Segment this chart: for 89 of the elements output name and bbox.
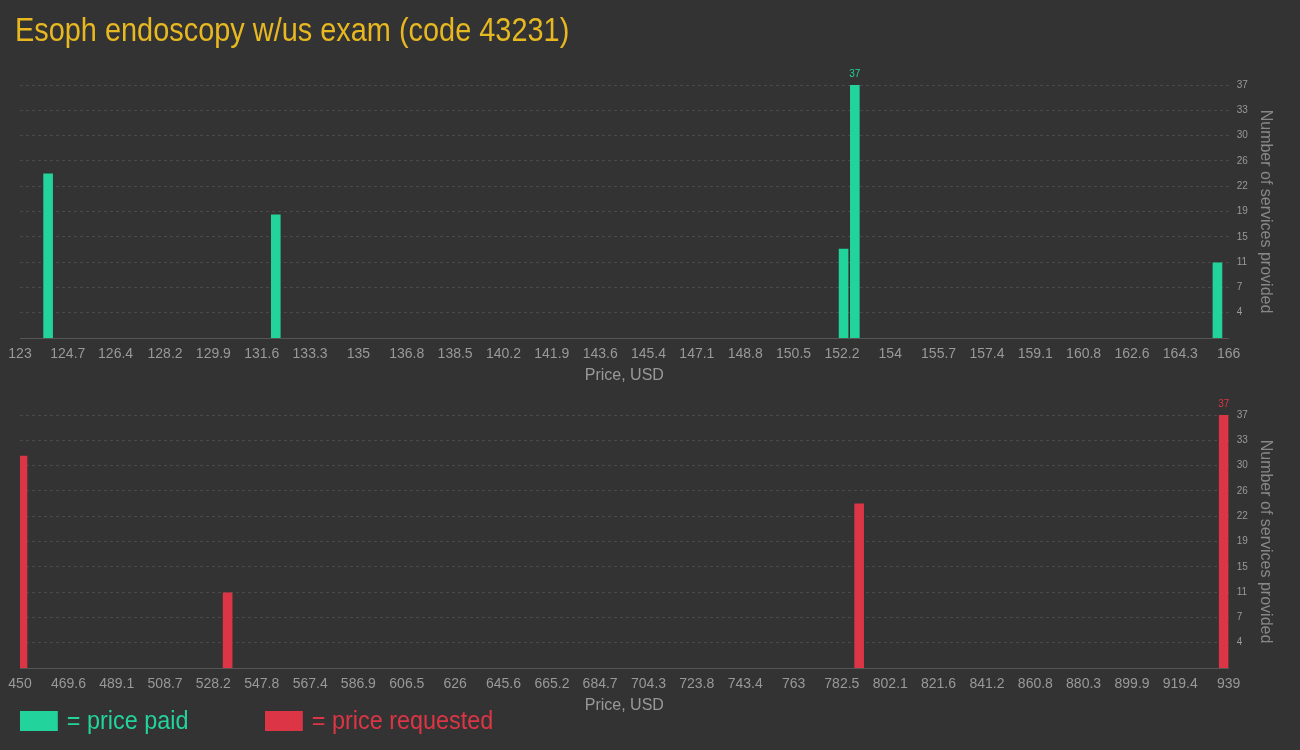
chart-title: Esoph endoscopy w/us exam (code 43231): [15, 10, 570, 49]
x-tick-label: 939: [1217, 675, 1241, 692]
y-tick-label: 30: [1236, 459, 1249, 471]
x-tick-label: 802.1: [872, 675, 909, 692]
x-tick-label: 166: [1217, 345, 1241, 362]
y-tick-label: 15: [1236, 560, 1249, 572]
x-tick-label: 489.1: [99, 675, 135, 692]
x-tick-label: 841.2: [969, 675, 1005, 692]
x-tick-label: 143.6: [582, 345, 618, 362]
data-label: 37: [1218, 397, 1230, 409]
x-tick-label: 684.7: [582, 675, 618, 692]
x-tick-label: 626: [443, 675, 468, 692]
x-tick-label: 665.2: [534, 675, 570, 692]
y-tick-label: 4: [1236, 636, 1243, 648]
x-tick-label: 155.7: [921, 345, 957, 362]
x-tick-label: 899.9: [1114, 675, 1150, 692]
bar: [838, 248, 849, 338]
y-tick-label: 11: [1236, 585, 1248, 597]
x-tick-label: 763: [781, 675, 806, 692]
y-tick-label: 7: [1236, 611, 1243, 623]
x-tick-label: 138.5: [437, 345, 473, 362]
y-tick-label: 11: [1236, 255, 1248, 267]
y-tick-label: 22: [1236, 179, 1249, 191]
x-tick-label: 547.8: [244, 675, 280, 692]
legend-label: = price requested: [311, 705, 494, 736]
x-tick-label: 159.1: [1017, 345, 1054, 362]
y-tick-label: 37: [1236, 78, 1249, 90]
x-tick-label: 723.8: [679, 675, 715, 692]
x-tick-label: 157.4: [969, 345, 1005, 362]
x-tick-label: 782.5: [824, 675, 860, 692]
x-tick-label: 606.5: [389, 675, 425, 692]
y-tick-label: 33: [1236, 434, 1249, 446]
x-tick-label: 152.2: [824, 345, 860, 362]
x-tick-label: 743.4: [727, 675, 763, 692]
y-tick-label: 22: [1236, 509, 1249, 521]
x-tick-label: 141.9: [534, 345, 570, 362]
bar: [43, 173, 53, 338]
x-tick-label: 129.9: [195, 345, 232, 362]
data-label: 37: [849, 67, 861, 79]
x-tick-label: 469.6: [50, 675, 87, 692]
y-axis-title: Number of services provided: [1257, 439, 1275, 644]
x-tick-label: 450: [8, 675, 32, 692]
x-tick-label: 528.2: [195, 675, 232, 692]
y-tick-label: 4: [1236, 306, 1243, 318]
x-tick-label: 126.4: [98, 345, 134, 362]
bar: [850, 85, 860, 338]
bar: [1212, 262, 1223, 338]
y-tick-label: 26: [1236, 484, 1249, 496]
x-tick-label: 123: [8, 345, 32, 362]
bar: [1218, 415, 1229, 668]
y-tick-label: 30: [1236, 129, 1249, 141]
x-axis-title: Price, USD: [584, 365, 664, 383]
x-tick-label: 145.4: [630, 345, 667, 362]
x-tick-label: 821.6: [920, 675, 957, 692]
x-tick-label: 586.9: [340, 675, 377, 692]
y-tick-label: 33: [1236, 104, 1249, 116]
x-tick-label: 704.3: [631, 675, 667, 692]
x-tick-label: 135: [346, 345, 371, 362]
x-tick-label: 131.6: [244, 345, 280, 362]
x-tick-label: 124.7: [50, 345, 86, 362]
bar: [854, 503, 864, 668]
x-tick-label: 150.5: [776, 345, 812, 362]
bar: [222, 592, 233, 668]
y-tick-label: 26: [1236, 154, 1249, 166]
legend-label: = price paid: [66, 705, 189, 736]
x-tick-label: 133.3: [292, 345, 328, 362]
y-tick-label: 15: [1236, 230, 1249, 242]
y-tick-label: 37: [1236, 408, 1249, 420]
x-tick-label: 508.7: [147, 675, 183, 692]
x-tick-label: 567.4: [292, 675, 328, 692]
x-tick-label: 140.2: [485, 345, 522, 362]
y-tick-label: 19: [1236, 535, 1249, 547]
x-tick-label: 860.8: [1017, 675, 1054, 692]
x-tick-label: 164.3: [1162, 345, 1199, 362]
x-tick-label: 880.3: [1066, 675, 1102, 692]
y-tick-label: 19: [1236, 205, 1249, 217]
x-tick-label: 645.6: [485, 675, 522, 692]
y-tick-label: 7: [1236, 281, 1243, 293]
y-axis-title: Number of services provided: [1257, 109, 1275, 314]
x-tick-label: 148.8: [727, 345, 763, 362]
x-axis-title: Price, USD: [584, 695, 664, 713]
x-tick-label: 128.2: [147, 345, 183, 362]
x-tick-label: 154: [878, 345, 903, 362]
x-tick-label: 136.8: [389, 345, 425, 362]
x-tick-label: 147.1: [679, 345, 715, 362]
x-tick-label: 919.4: [1162, 675, 1198, 692]
x-tick-label: 162.6: [1114, 345, 1150, 362]
x-tick-label: 160.8: [1066, 345, 1102, 362]
bar: [270, 214, 281, 338]
